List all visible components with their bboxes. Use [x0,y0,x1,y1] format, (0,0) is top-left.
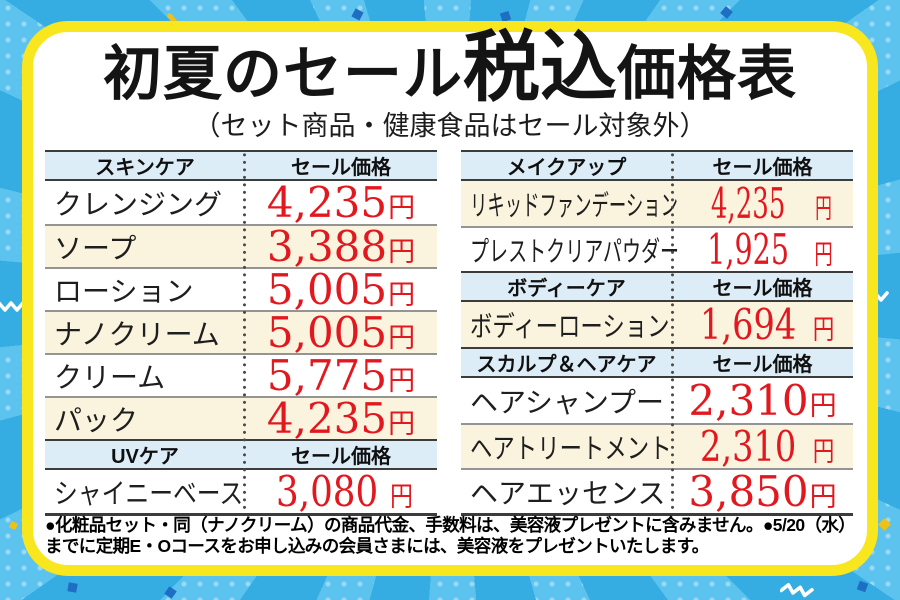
confetti-zigzag-white [779,580,818,600]
table-row: ヘアトリートメント 2,310 円 [461,423,853,468]
section-header-skincare: スキンケア セール価格 [45,150,437,181]
product-name: パック [54,404,139,436]
yen-unit: 円 [390,481,414,513]
section-header-uv-care: UVケア セール価格 [45,439,437,470]
price-header-label: セール価格 [291,157,391,179]
table-row: ボディーローション 1,694 円 [461,302,853,347]
yen-unit: 円 [809,481,837,513]
price-header-label: セール価格 [712,278,813,300]
product-name: ソープ [54,232,137,264]
product-name: ヘアトリートメント [470,432,672,464]
product-name: クレンジング [54,188,223,220]
product-name: ボディーローション [470,310,670,342]
sale-price: 4,235 円 [266,393,416,443]
price-header-label: セール価格 [712,157,813,179]
price-header-label: セール価格 [291,446,391,468]
sale-price: 4,235 円 [711,178,832,228]
table-row: プレストクリアパウダー 1,925 円 [461,226,853,271]
table-row: ローション 5,005 円 [45,267,437,310]
sale-price: 5,005 円 [266,264,416,314]
sale-price: 3,080 円 [275,466,414,516]
category-label: スキンケア [95,157,195,179]
sale-price: 2,310 円 [688,375,837,425]
yen-unit: 円 [388,408,416,440]
table-row: ソープ 3,388 円 [45,224,437,267]
yen-unit: 円 [812,436,834,468]
product-name: ローション [54,275,194,307]
category-label: メイクアップ [506,157,627,179]
column-divider-dots [243,152,246,513]
product-name: ヘアシャンプー [470,386,665,418]
sale-price: 3,388 円 [266,221,416,271]
table-row: クレンジング 4,235 円 [45,181,437,224]
yen-unit: 円 [388,236,416,268]
sale-price: 1,694 円 [700,299,834,349]
product-name: リキッドファンデーション [470,189,678,221]
yen-unit: 円 [388,365,416,397]
column-divider-dots [671,152,674,513]
sale-price: 5,775 円 [266,350,416,400]
category-label: UVケア [111,446,179,468]
product-name: ナノクリーム [54,318,220,350]
footnote-line-2: までに定期E・Oコースをお申し込みの会員さまには、美容液をプレゼントいたします。 [45,536,709,557]
yen-unit: 円 [814,193,832,225]
table-row: パック 4,235 円 [45,396,437,439]
sale-price: 4,235 円 [266,177,416,227]
right-price-table: メイクアップ セール価格 リキッドファンデーション 4,235 円 プレストクリア… [461,150,853,516]
yen-unit: 円 [813,239,833,271]
subtitle: （セット商品・健康食品はセール対象外） [193,111,707,141]
section-header-body-care: ボディーケア セール価格 [461,271,853,302]
product-name: プレストクリアパウダー [470,235,680,267]
category-label: スカルプ＆ヘアケア [476,354,657,376]
sale-price: 2,310 円 [700,421,834,471]
table-row: ヘアシャンプー 2,310 円 [461,378,853,423]
product-name: クリーム [54,361,166,393]
confetti-zigzag-white [0,300,28,318]
title-emphasis: 税込 [463,25,617,111]
left-price-table: スキンケア セール価格 クレンジング 4,235 円 ソープ 3,388 円 ローシ… [45,150,437,516]
yen-unit: 円 [388,279,416,311]
table-row: リキッドファンデーション 4,235 円 [461,181,853,226]
yen-unit: 円 [812,314,834,346]
table-row: ヘアエッセンス 3,850 円 [461,468,853,513]
sale-price: 3,850 円 [688,466,837,516]
footnote: ●化粧品セット・同（ナノクリーム）の商品代金、手数料は、美容液プレゼントに含みま… [45,515,860,558]
table-row: シャイニーベース 3,080 円 [45,470,437,513]
price-header-label: セール価格 [712,354,813,376]
section-header-scalp-hair-care: スカルプ＆ヘアケア セール価格 [461,347,853,378]
table-row: ナノクリーム 5,005 円 [45,310,437,353]
product-name: ヘアエッセンス [470,477,666,509]
section-header-makeup: メイクアップ セール価格 [461,150,853,181]
sale-price: 5,005 円 [266,307,416,357]
footnote-line-1: ●化粧品セット・同（ナノクリーム）の商品代金、手数料は、美容液プレゼントに含みま… [45,515,856,535]
table-row: クリーム 5,775 円 [45,353,437,396]
page-title: 初夏のセール 税込 価格表 [0,30,900,107]
yen-unit: 円 [388,322,416,354]
title-prefix: 初夏のセール [102,41,463,107]
sale-price: 1,925 円 [707,224,833,274]
yen-unit: 円 [809,390,837,422]
product-name: シャイニーベース [54,477,244,509]
yen-unit: 円 [388,192,416,224]
title-suffix: 価格表 [617,41,798,107]
category-label: ボディーケア [507,278,626,300]
